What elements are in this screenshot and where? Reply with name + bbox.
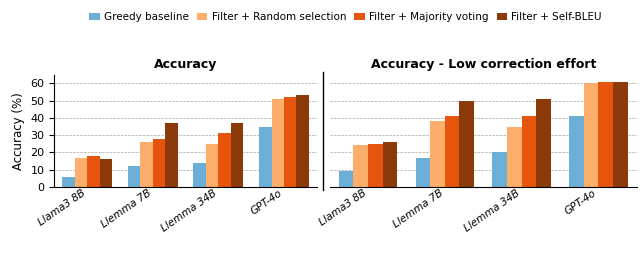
Bar <box>296 96 309 187</box>
Bar <box>598 82 613 187</box>
Bar <box>613 82 628 187</box>
Bar <box>271 99 284 187</box>
Bar <box>128 166 140 187</box>
Bar <box>140 142 153 187</box>
Bar <box>339 171 353 187</box>
Bar <box>100 159 112 187</box>
Y-axis label: Accuracy (%): Accuracy (%) <box>12 92 25 170</box>
Bar <box>165 123 178 187</box>
Bar <box>368 144 383 187</box>
Bar <box>353 146 368 187</box>
Bar <box>62 176 75 187</box>
Title: Accuracy - Low correction effort: Accuracy - Low correction effort <box>371 58 596 71</box>
Bar <box>218 134 231 187</box>
Bar <box>259 127 271 187</box>
Bar <box>492 152 507 187</box>
Bar <box>584 83 598 187</box>
Bar <box>507 127 522 187</box>
Bar <box>569 116 584 187</box>
Bar <box>193 163 206 187</box>
Bar <box>206 144 218 187</box>
Legend: Greedy baseline, Filter + Random selection, Filter + Majority voting, Filter + S: Greedy baseline, Filter + Random selecti… <box>85 8 606 26</box>
Bar <box>87 156 100 187</box>
Bar <box>430 121 445 187</box>
Title: Accuracy: Accuracy <box>154 58 218 71</box>
Bar <box>415 158 430 187</box>
Bar <box>522 116 536 187</box>
Bar <box>383 142 397 187</box>
Bar <box>460 101 474 187</box>
Bar <box>231 123 243 187</box>
Bar <box>153 139 165 187</box>
Bar <box>445 116 460 187</box>
Bar <box>536 99 551 187</box>
Bar <box>75 158 87 187</box>
Bar <box>284 97 296 187</box>
